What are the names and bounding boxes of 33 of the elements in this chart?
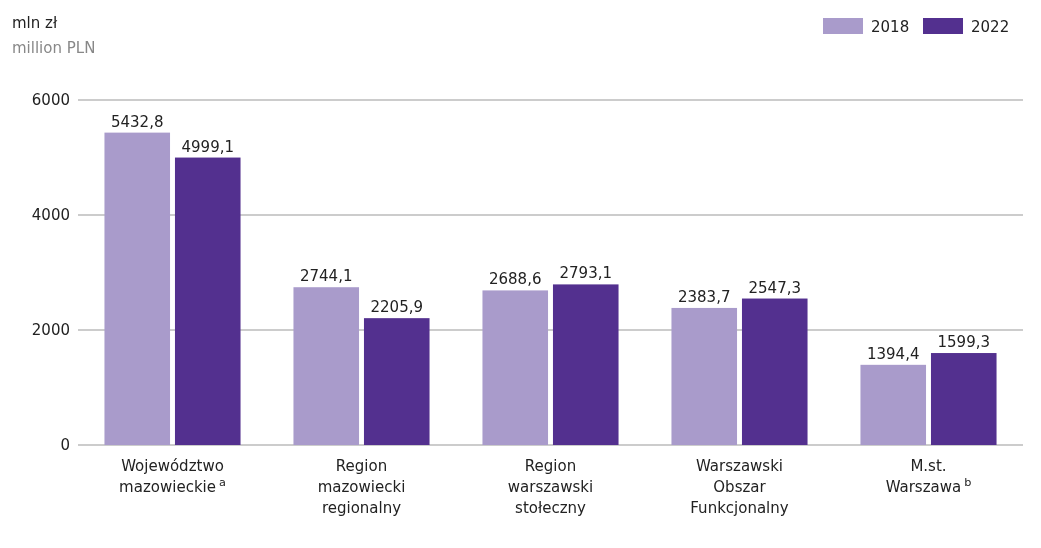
data-label: 1599,3 [937, 333, 990, 352]
bar [930, 353, 997, 445]
data-label: 5432,8 [111, 112, 164, 131]
data-label: 2383,7 [678, 287, 731, 306]
bar [860, 364, 927, 445]
bar [363, 318, 430, 445]
y-tick-label: 2000 [31, 321, 70, 340]
data-label: 2205,9 [370, 298, 423, 317]
bar [104, 132, 171, 445]
data-label: 2547,3 [748, 278, 801, 297]
bar [671, 307, 738, 445]
y-tick-label: 0 [60, 436, 70, 455]
bar [174, 157, 241, 445]
bar [482, 290, 549, 445]
data-label: 1394,4 [867, 344, 920, 363]
data-label: 2744,1 [300, 267, 353, 286]
y-axis-title: mln zł [12, 14, 58, 32]
data-label: 2688,6 [489, 270, 542, 289]
bar [293, 287, 360, 445]
text: million PLN [12, 39, 96, 57]
y-tick-label: 4000 [31, 206, 70, 225]
legend-label: 2022 [971, 18, 1010, 36]
bar [552, 284, 619, 445]
x-tick-label: Region mazowiecki regionalny [317, 457, 406, 517]
data-label: 2793,1 [559, 264, 612, 283]
x-tick-label: M.st. Warszawa$^{b}$ [885, 457, 972, 496]
x-tick-label: Warszawski Obszar Funkcjonalny [690, 457, 789, 517]
data-label: 4999,1 [181, 137, 234, 156]
x-tick-label: Region warszawski stołeczny [507, 457, 594, 517]
x-tick-label: Województwo mazowieckie$^{a}$ [119, 457, 226, 496]
y-tick-label: 6000 [31, 91, 70, 110]
bar [741, 298, 808, 445]
legend-label: 2018 [871, 18, 910, 36]
